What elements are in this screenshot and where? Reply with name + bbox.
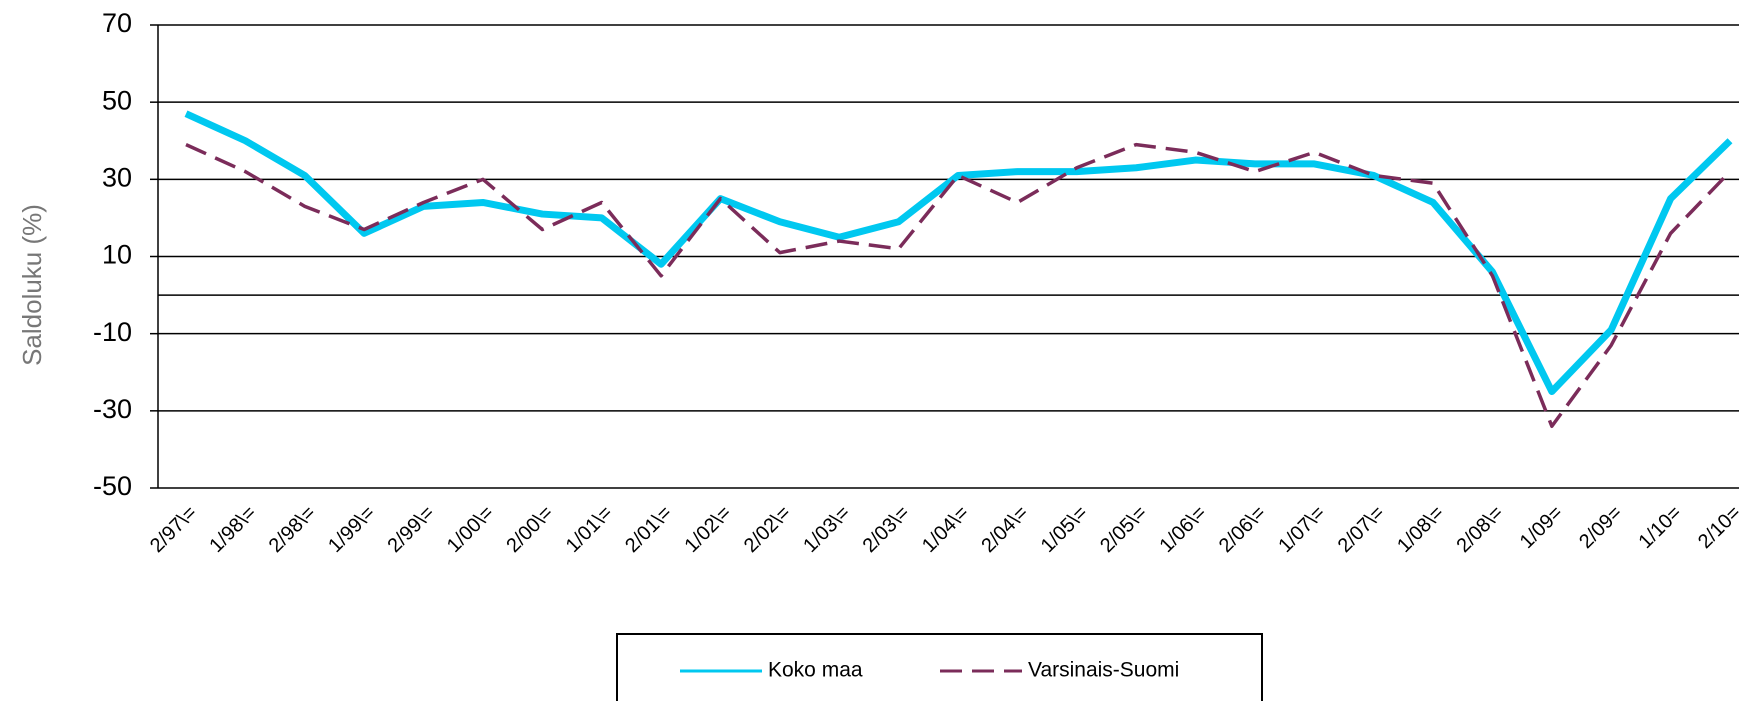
x-tick-label: 1/10= <box>1635 502 1686 553</box>
y-tick-label: 30 <box>102 162 132 192</box>
x-tick-label: 2/01\= <box>621 502 676 557</box>
x-tick-label: 1/07\= <box>1274 502 1329 557</box>
x-tick-label: 2/08\= <box>1452 502 1507 557</box>
x-tick-label: 1/01\= <box>562 502 617 557</box>
y-tick-label: -50 <box>93 471 132 501</box>
y-axis-title: Saldoluku (%) <box>17 204 47 366</box>
x-tick-label: 2/02\= <box>740 502 795 557</box>
x-tick-label: 2/06\= <box>1215 502 1270 557</box>
x-tick-label: 1/09= <box>1516 502 1567 553</box>
x-tick-label: 2/05\= <box>1096 502 1151 557</box>
y-tick-label: 70 <box>102 8 132 38</box>
x-tick-label: 2/03\= <box>859 502 914 557</box>
y-tick-label: -10 <box>93 317 132 347</box>
x-tick-label: 1/02\= <box>680 502 735 557</box>
series-line <box>184 110 1733 396</box>
x-tick-label: 2/00\= <box>502 502 557 557</box>
x-tick-label: 2/10= <box>1694 502 1739 553</box>
x-tick-label: 2/98\= <box>265 502 320 557</box>
x-tick-label: 1/04\= <box>918 502 973 557</box>
x-tick-label: 1/98\= <box>205 502 260 557</box>
legend-box <box>616 633 1263 701</box>
x-tick-label: 1/99\= <box>324 502 379 557</box>
x-tick-label: 1/06\= <box>1156 502 1211 557</box>
x-tick-label: 2/97\= <box>146 502 201 557</box>
x-tick-label: 1/05\= <box>1037 502 1092 557</box>
y-tick-label: -30 <box>93 394 132 424</box>
x-tick-label: 2/99\= <box>384 502 439 557</box>
legend-label: Koko maa <box>768 659 863 682</box>
legend-label: Varsinais-Suomi <box>1028 659 1179 682</box>
x-tick-label: 1/00\= <box>443 502 498 557</box>
y-tick-label: 10 <box>102 240 132 270</box>
x-tick-label: 2/07\= <box>1334 502 1389 557</box>
x-tick-label: 1/08\= <box>1393 502 1448 557</box>
x-tick-label: 1/03\= <box>799 502 854 557</box>
x-tick-label: 2/09= <box>1575 502 1626 553</box>
y-tick-label: 50 <box>102 85 132 115</box>
x-tick-label: 2/04\= <box>977 502 1032 557</box>
